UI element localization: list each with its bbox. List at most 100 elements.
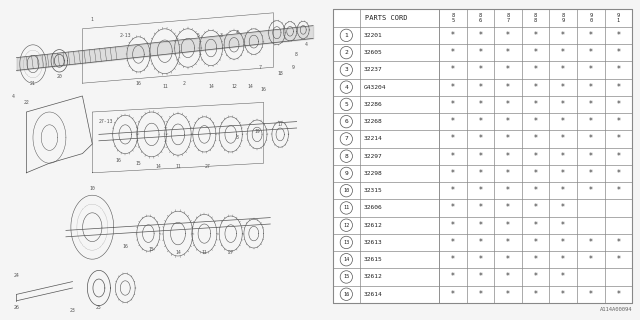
Text: 19: 19 [254,129,260,134]
Text: *: * [616,152,620,161]
Text: *: * [451,169,455,178]
Text: 4: 4 [12,93,15,99]
Text: 27: 27 [205,164,211,169]
Text: *: * [451,186,455,195]
Text: *: * [534,48,538,57]
Text: *: * [506,290,510,299]
Text: 24: 24 [13,273,19,278]
Text: 11: 11 [343,205,349,211]
Text: *: * [589,134,593,143]
Text: *: * [561,221,565,230]
Text: *: * [616,100,620,109]
Text: *: * [451,221,455,230]
Text: *: * [561,117,565,126]
Text: 16: 16 [343,292,349,297]
Text: *: * [561,204,565,212]
Text: *: * [534,83,538,92]
Text: *: * [534,255,538,264]
Text: 25: 25 [96,305,102,310]
Text: *: * [451,31,455,40]
Text: 15: 15 [343,275,349,279]
Text: *: * [534,238,538,247]
Text: 15: 15 [148,247,154,252]
Text: *: * [561,255,565,264]
Text: 2-13: 2-13 [120,33,131,38]
Text: 14: 14 [343,257,349,262]
Text: 16: 16 [122,244,128,249]
Text: *: * [534,169,538,178]
Text: *: * [616,117,620,126]
Text: *: * [506,152,510,161]
Text: 4: 4 [236,29,239,35]
Text: *: * [451,152,455,161]
Text: 12: 12 [343,223,349,228]
Text: *: * [616,186,620,195]
Text: *: * [561,152,565,161]
Text: 15: 15 [136,161,141,166]
Text: *: * [506,238,510,247]
Text: *: * [616,48,620,57]
Text: *: * [506,221,510,230]
Text: 5: 5 [344,102,348,107]
Text: 5: 5 [196,33,199,38]
Text: 7: 7 [259,65,262,70]
Text: *: * [451,134,455,143]
Text: 32614: 32614 [364,292,382,297]
Text: 32612: 32612 [364,275,382,279]
Text: 14: 14 [156,164,161,169]
Text: *: * [589,255,593,264]
Text: *: * [534,204,538,212]
Text: *: * [451,83,455,92]
Text: 20: 20 [56,74,62,79]
Text: *: * [479,169,483,178]
Text: *: * [479,272,483,282]
Text: *: * [506,255,510,264]
Text: 8
8: 8 8 [534,13,537,23]
Text: 32237: 32237 [364,68,382,72]
Text: 9
1: 9 1 [617,13,620,23]
Text: *: * [506,83,510,92]
Text: 21: 21 [30,81,36,86]
Text: *: * [561,169,565,178]
Text: *: * [561,48,565,57]
Text: *: * [561,65,565,74]
Text: 1: 1 [344,33,348,38]
Text: 3: 3 [344,68,348,72]
Text: 32315: 32315 [364,188,382,193]
Text: 32297: 32297 [364,154,382,159]
Text: *: * [616,255,620,264]
Text: *: * [451,204,455,212]
Text: *: * [479,117,483,126]
Text: G43204: G43204 [364,84,386,90]
Text: *: * [561,290,565,299]
Text: *: * [561,186,565,195]
Text: *: * [479,290,483,299]
Text: *: * [589,186,593,195]
Text: 18: 18 [277,71,283,76]
Text: *: * [589,31,593,40]
Text: 3: 3 [220,33,222,38]
Text: 4: 4 [344,84,348,90]
Text: 2: 2 [344,50,348,55]
Text: 8
7: 8 7 [506,13,509,23]
Text: 32286: 32286 [364,102,382,107]
Text: 32613: 32613 [364,240,382,245]
Text: *: * [534,272,538,282]
Text: *: * [534,290,538,299]
Text: *: * [451,100,455,109]
Text: *: * [616,134,620,143]
Text: *: * [534,134,538,143]
Text: 8
6: 8 6 [479,13,482,23]
Text: *: * [506,169,510,178]
Text: *: * [506,272,510,282]
Text: 17: 17 [277,122,283,127]
Text: *: * [479,65,483,74]
Text: 14: 14 [208,84,214,89]
Text: *: * [506,100,510,109]
Text: *: * [479,134,483,143]
Text: *: * [616,290,620,299]
Text: *: * [616,169,620,178]
Text: 16: 16 [261,87,266,92]
Text: *: * [589,117,593,126]
Text: *: * [479,186,483,195]
